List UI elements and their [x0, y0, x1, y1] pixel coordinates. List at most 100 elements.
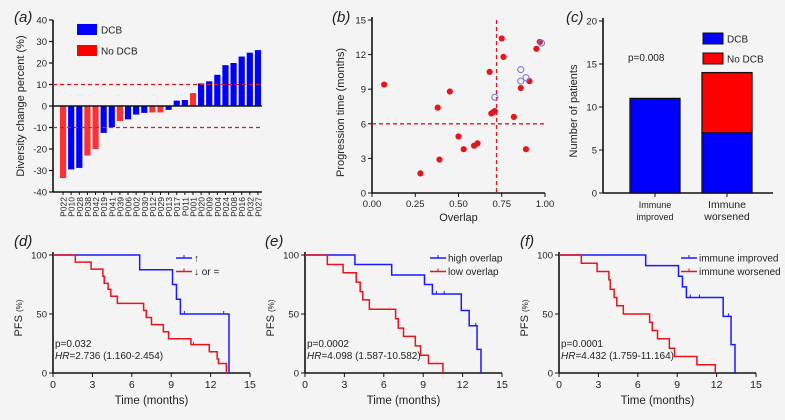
- x-tick-label: 15: [244, 379, 256, 391]
- y-tick-label: -30: [33, 166, 47, 177]
- data-point: [526, 78, 533, 85]
- bar: [59, 106, 67, 179]
- x-tick-label: 12: [457, 379, 469, 391]
- legend-label: immune improved: [699, 254, 778, 265]
- x-tick-label: 1.00: [536, 199, 555, 210]
- y-tick-label: 3: [361, 154, 366, 165]
- x-tick-label: 0: [302, 379, 308, 391]
- hr-label: HR: [307, 351, 321, 362]
- legend-swatch: [77, 45, 97, 56]
- km-curve: [559, 254, 736, 373]
- legend-label: DCB: [101, 26, 122, 37]
- x-tick-label: P020: [197, 197, 207, 217]
- bar: [165, 106, 172, 110]
- x-tick-label: P004: [213, 197, 223, 217]
- hr-value: =2.736 (1.160-2.454): [69, 351, 163, 362]
- hazard-ratio: HR=4.432 (1.759-11.164): [561, 351, 674, 362]
- hr-value: =4.098 (1.587-10.582): [321, 351, 420, 362]
- y-tick-label: 100: [537, 251, 553, 262]
- y-axis-title-text: PFS: [519, 312, 531, 336]
- legend-swatch: [702, 52, 724, 65]
- x-tick-label: 15: [750, 379, 762, 391]
- y-tick-label: 0: [294, 369, 299, 380]
- y-tick-label: 30: [36, 37, 47, 48]
- bar: [124, 106, 132, 120]
- bar: [68, 106, 75, 170]
- bar: [230, 63, 237, 106]
- legend-label: No DCB: [101, 47, 138, 58]
- hr-label: HR: [561, 351, 575, 362]
- y-tick-label: -20: [33, 145, 47, 156]
- data-point-open: [517, 66, 525, 74]
- data-point-open: [522, 74, 530, 82]
- x-tick-label: P032: [245, 197, 255, 217]
- x-tick-label: 0: [556, 379, 562, 391]
- x-tick-label: 12: [711, 379, 723, 391]
- data-point: [486, 68, 493, 75]
- bar-segment: [629, 97, 681, 194]
- y-tick-label: 20: [36, 59, 47, 70]
- legend-swatch: [702, 32, 724, 45]
- x-tick-label: P030: [140, 197, 150, 217]
- bar: [181, 99, 188, 106]
- legend-label: DCB: [727, 35, 748, 46]
- x-tick-label: P022: [59, 197, 69, 217]
- x-tick-label: P028: [75, 197, 85, 217]
- bar: [149, 106, 156, 113]
- bar: [238, 56, 245, 106]
- x-tick-label: 3: [341, 379, 347, 391]
- y-tick-label: 0: [42, 369, 47, 380]
- y-tick-label: -10: [33, 123, 47, 134]
- data-point-open: [491, 93, 499, 101]
- data-point: [498, 35, 505, 42]
- x-tick-label: 0.25: [406, 199, 425, 210]
- data-point: [381, 81, 388, 88]
- x-tick-label: P013: [164, 197, 174, 217]
- y-axis-title-text: PFS: [265, 312, 277, 336]
- legend-label: high overlap: [448, 254, 503, 265]
- x-tick-label: 9: [168, 379, 174, 391]
- panel-f: (f) 0 50 100 0 3 6 9 12 15 immune improved immune w…: [519, 233, 781, 407]
- y-tick-label: 5: [592, 146, 597, 157]
- bar: [84, 106, 91, 156]
- y-axis-unit: (%): [267, 299, 276, 312]
- bar: [206, 81, 213, 106]
- y-axis-title-text: PFS: [13, 312, 25, 336]
- y-tick-label: 12: [355, 50, 366, 61]
- x-tick-label: 3: [595, 379, 601, 391]
- x-tick-label: P008: [229, 197, 239, 217]
- legend-swatch: [77, 24, 97, 35]
- legend-label: No DCB: [727, 55, 764, 66]
- legend-label: ↑: [194, 254, 199, 265]
- y-axis-title: PFS (%): [13, 299, 25, 336]
- data-point: [417, 170, 424, 177]
- x-tick-label: improved: [636, 212, 673, 222]
- panel-a: (a) 40 30 20 10 0 -10 -20 -30 -40 P022P010P028P038…: [14, 9, 263, 217]
- x-tick-label: P019: [99, 197, 109, 217]
- bar: [254, 50, 262, 106]
- p-value: p=0.0002: [307, 339, 349, 350]
- x-tick-label: P027: [253, 197, 263, 217]
- y-tick-label: 50: [36, 310, 47, 321]
- y-tick-label: 15: [355, 16, 366, 27]
- panel-label: (f): [520, 233, 534, 250]
- hazard-ratio: HR=2.736 (1.160-2.454): [55, 351, 163, 362]
- x-tick-label: Immune: [639, 200, 672, 210]
- y-tick-label: 0: [592, 189, 597, 200]
- x-tick-label: P041: [107, 197, 117, 217]
- x-tick-label: P012: [148, 197, 158, 217]
- bar: [173, 100, 180, 106]
- data-point: [455, 133, 462, 140]
- legend-label: ↓ or =: [194, 267, 219, 278]
- x-tick-label: 9: [674, 379, 680, 391]
- x-tick-label: 6: [635, 379, 641, 391]
- x-tick-label: P042: [91, 197, 101, 217]
- p-value: p=0.0001: [561, 339, 603, 350]
- x-tick-label: 6: [129, 379, 135, 391]
- hr-label: HR: [55, 351, 69, 362]
- x-axis-title: Time (months): [367, 395, 441, 407]
- bar: [157, 106, 164, 113]
- x-tick-label: 9: [420, 379, 426, 391]
- bar-segment: [701, 71, 753, 134]
